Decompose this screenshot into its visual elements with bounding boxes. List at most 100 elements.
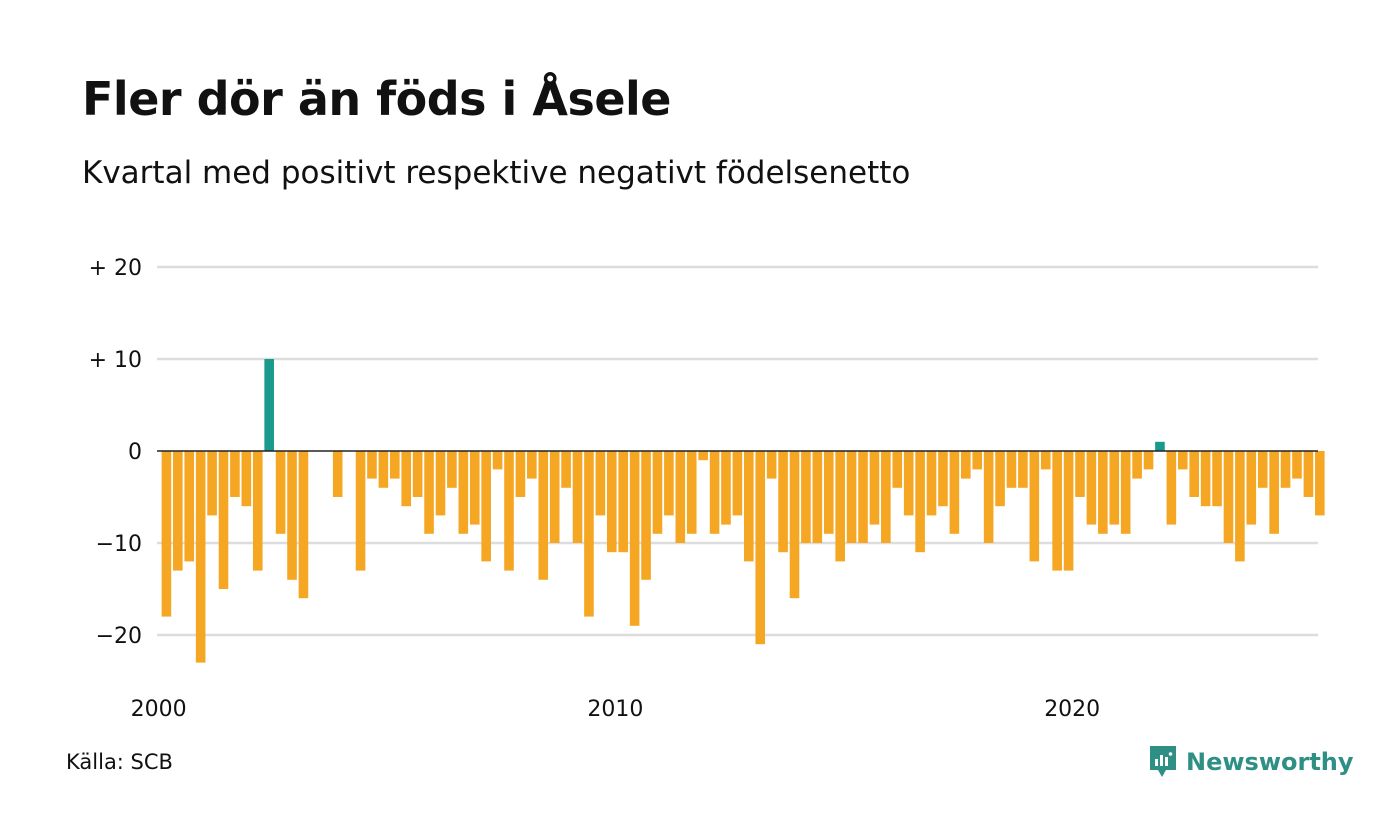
bar (858, 451, 868, 543)
bar (549, 451, 560, 543)
bar (995, 451, 1005, 507)
bar (1155, 441, 1165, 451)
bar (1052, 451, 1062, 571)
bar (983, 451, 994, 543)
bar (184, 451, 195, 562)
bar (469, 451, 480, 525)
bar (1132, 451, 1142, 479)
bar (481, 451, 491, 562)
bar (230, 451, 240, 497)
x-tick-label: 2010 (587, 697, 643, 722)
bar (744, 451, 754, 562)
bar (595, 451, 606, 516)
bar (1235, 451, 1245, 562)
brand-logo: Newsworthy (1148, 744, 1354, 780)
bar (629, 451, 640, 626)
bar (926, 451, 937, 516)
y-tick-label: −20 (96, 624, 142, 649)
bar (618, 451, 628, 553)
bar (572, 451, 583, 543)
bar (641, 451, 651, 580)
bar (892, 451, 903, 488)
bar (504, 451, 514, 571)
source-note: Källa: SCB (66, 750, 173, 774)
bar (732, 451, 743, 516)
bar (903, 451, 914, 516)
bar (1143, 451, 1154, 470)
bar (458, 451, 469, 534)
bar (778, 451, 788, 553)
bar (823, 451, 834, 534)
bar (835, 451, 845, 562)
bar (801, 451, 811, 543)
x-tick-label: 2020 (1044, 697, 1100, 722)
gridlines (157, 265, 1318, 637)
bar (515, 451, 526, 497)
bar (1098, 451, 1108, 534)
brand-name: Newsworthy (1186, 748, 1354, 776)
bar (915, 451, 925, 553)
bar (1075, 451, 1085, 497)
bar (1315, 451, 1325, 516)
bar (161, 451, 172, 617)
bar (252, 451, 263, 571)
bar (1212, 451, 1222, 507)
bar (390, 451, 400, 479)
y-tick-label: −10 (96, 532, 142, 557)
bar (881, 451, 891, 543)
bar (1200, 451, 1211, 507)
y-tick-label: + 10 (89, 348, 142, 373)
bar (332, 451, 343, 497)
bar (938, 451, 948, 507)
bar (766, 451, 777, 479)
bar (1086, 451, 1097, 525)
bar (584, 451, 594, 617)
bar (1029, 451, 1040, 562)
bar (1063, 451, 1074, 571)
bar (789, 451, 800, 599)
bar (1040, 451, 1051, 470)
bar (424, 451, 434, 534)
bar (664, 451, 674, 516)
bar (447, 451, 457, 488)
bar (721, 451, 731, 525)
y-tick-label: + 20 (89, 256, 142, 281)
chart-subtitle: Kvartal med positivt respektive negativt… (82, 155, 911, 191)
y-axis-labels: + 20 + 10 0 −10 −20 (89, 256, 142, 649)
bar (207, 451, 217, 516)
bar (686, 451, 697, 534)
bar (709, 451, 720, 534)
bar (1269, 451, 1279, 534)
bar (869, 451, 880, 525)
bar (949, 451, 960, 534)
bar (561, 451, 571, 488)
bar (173, 451, 183, 571)
bar (652, 451, 663, 534)
bars (161, 359, 1325, 663)
bar (195, 451, 206, 663)
newsworthy-logo-icon (1150, 746, 1176, 777)
bar (218, 451, 229, 589)
bar (1018, 451, 1028, 488)
bar (412, 451, 423, 497)
bar (527, 451, 537, 479)
bar (1280, 451, 1291, 488)
bar (492, 451, 503, 470)
bar (1303, 451, 1314, 497)
bar (275, 451, 286, 534)
bar (1109, 451, 1120, 525)
bar (606, 451, 617, 553)
bar (264, 359, 274, 451)
bar (698, 451, 708, 461)
bar (1223, 451, 1234, 543)
bar (972, 451, 983, 470)
bar (675, 451, 686, 543)
bar (1257, 451, 1268, 488)
bar (538, 451, 549, 580)
x-tick-label: 2000 (131, 697, 187, 722)
bar (241, 451, 252, 507)
bar (287, 451, 297, 580)
bar (1006, 451, 1017, 488)
bar (755, 451, 766, 645)
